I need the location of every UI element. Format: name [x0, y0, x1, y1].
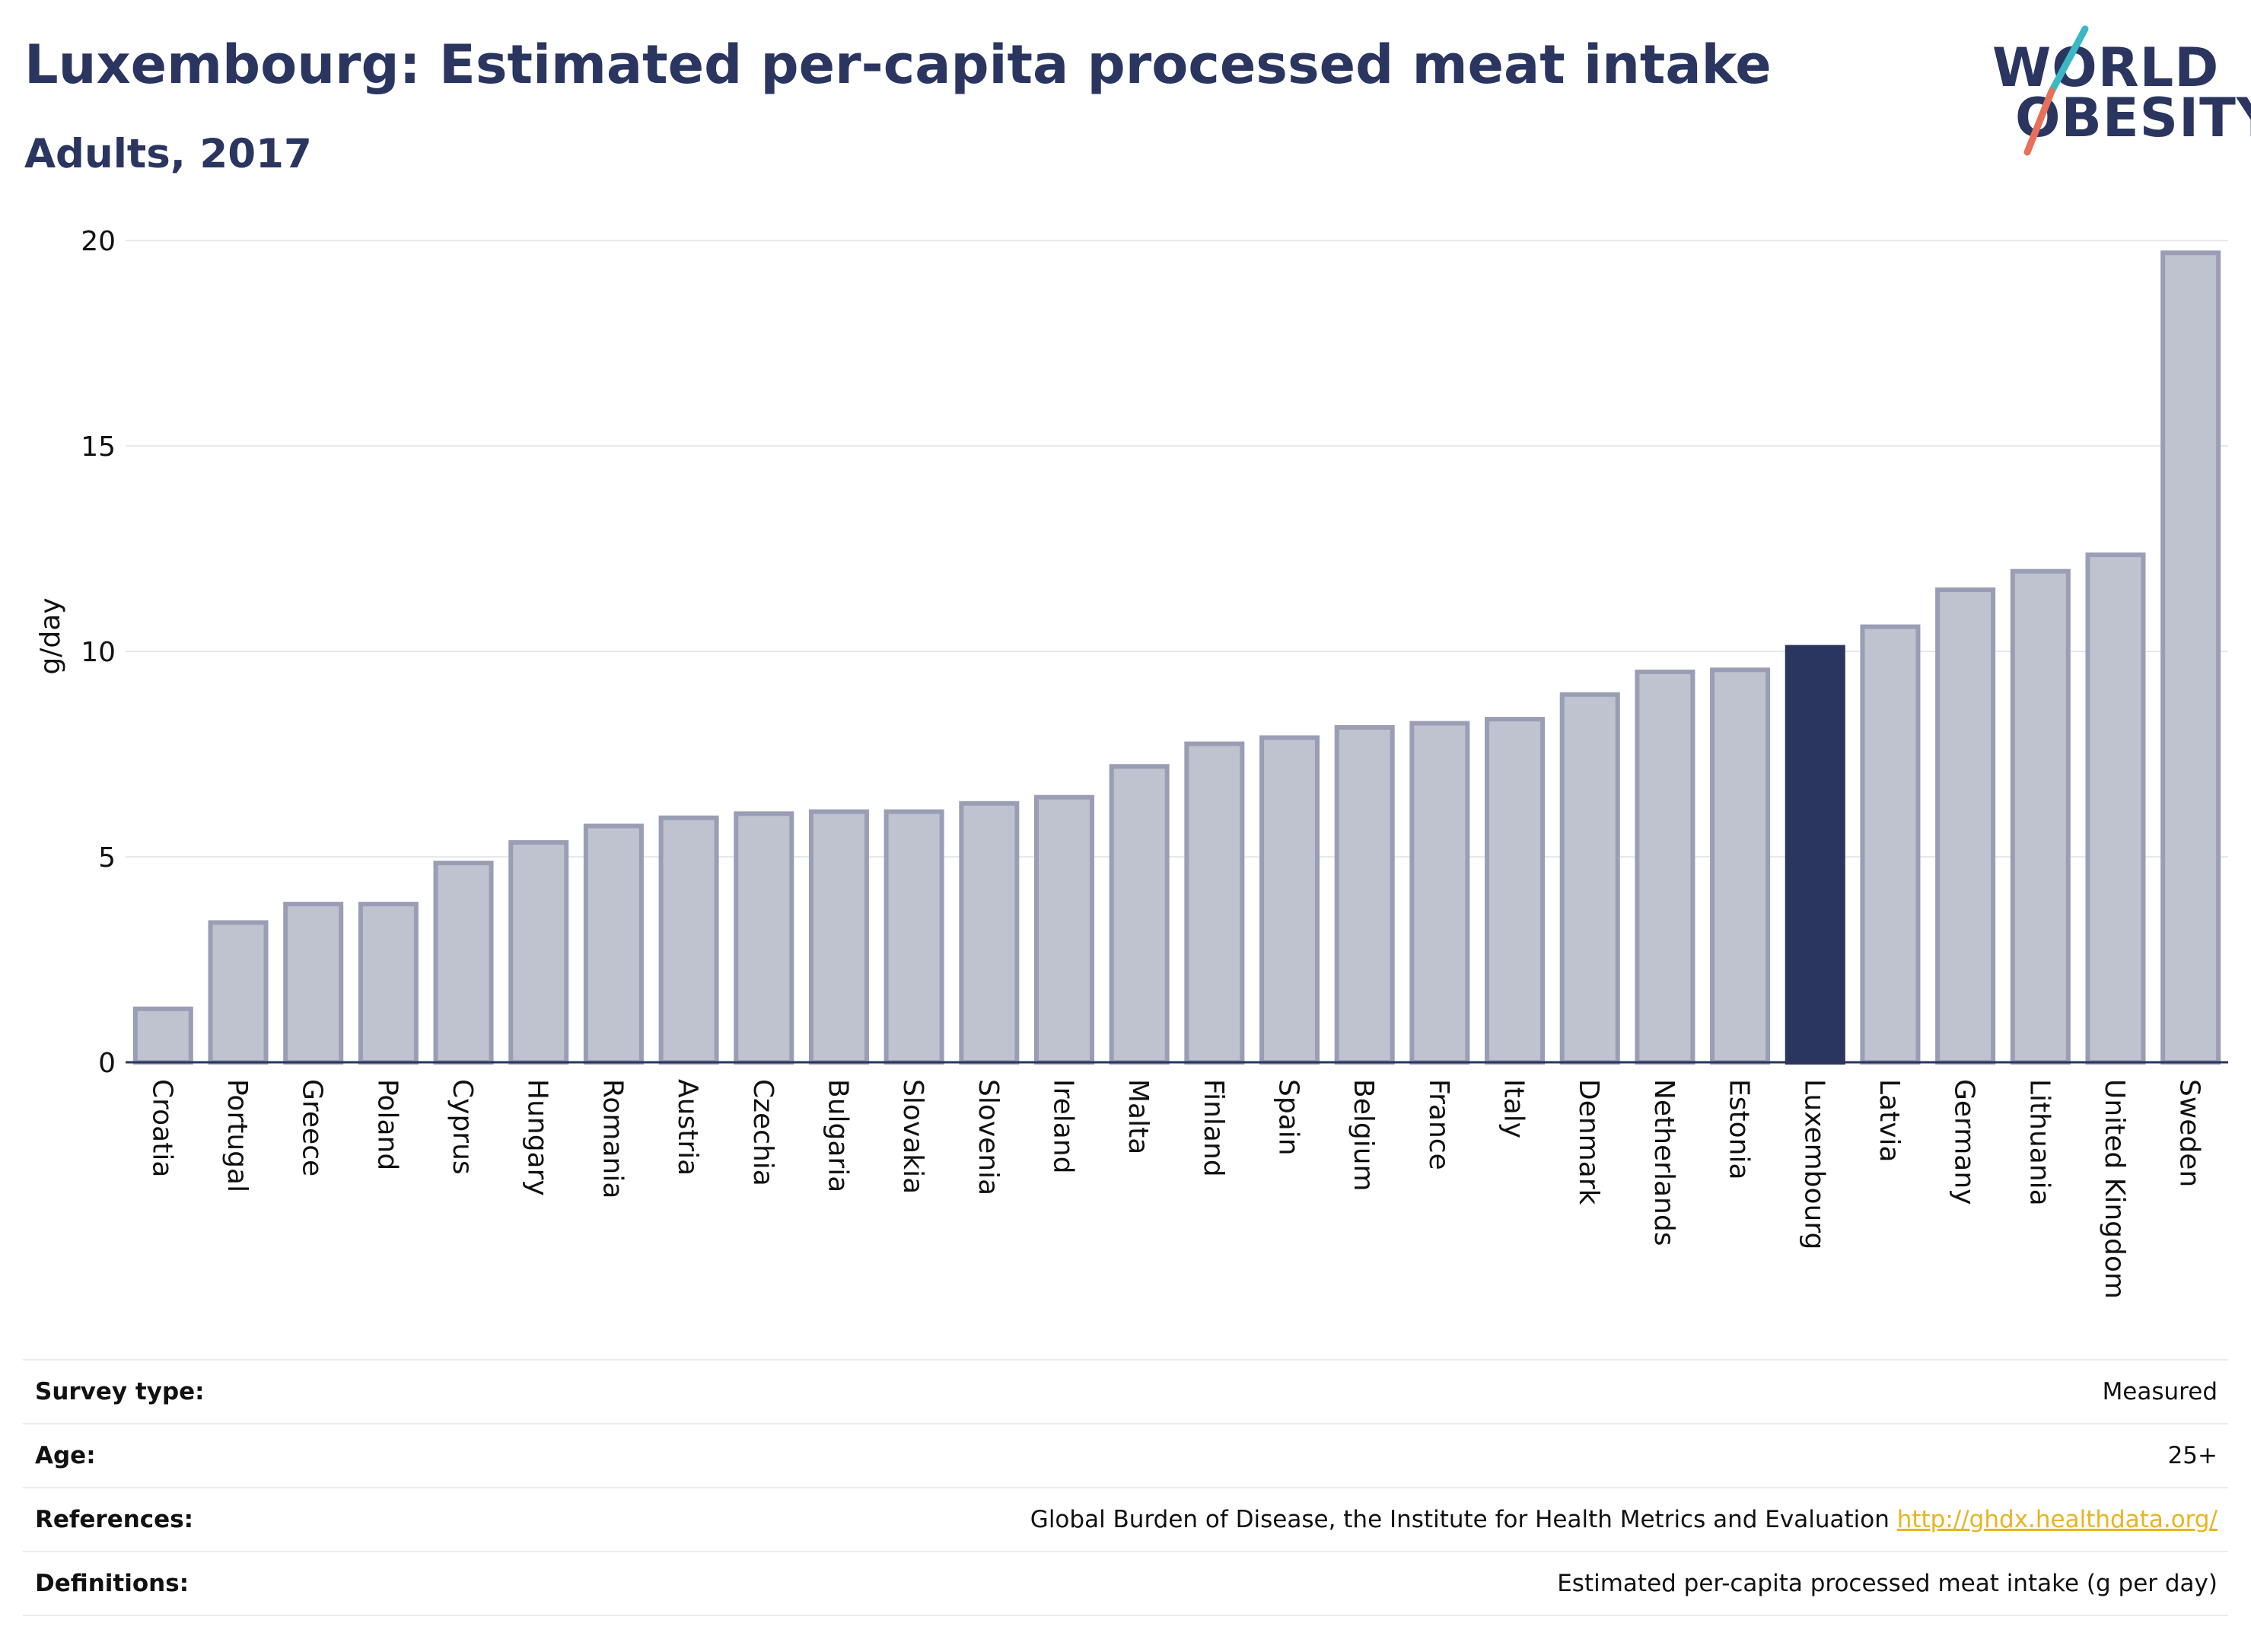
x-tick-label: Croatia — [146, 1079, 177, 1177]
x-tick-label: Netherlands — [1648, 1079, 1679, 1246]
x-tick-label: Cyprus — [447, 1079, 478, 1175]
bar — [1409, 721, 1470, 1065]
bar — [884, 809, 944, 1065]
x-tick-label: Italy — [1498, 1079, 1530, 1138]
bar — [208, 920, 269, 1065]
y-tick-label: 10 — [81, 637, 116, 668]
logo-text-line2: OBESITY — [2015, 87, 2251, 149]
info-label: Definitions: — [35, 1570, 189, 1597]
bar — [1710, 667, 1771, 1065]
chart-title: Luxembourg: Estimated per-capita process… — [24, 33, 1772, 96]
info-row-references: References: Global Burden of Disease, th… — [23, 1488, 2228, 1552]
x-tick-label: Finland — [1198, 1079, 1229, 1177]
info-table: Survey type: Measured Age: 25+ Reference… — [23, 1359, 2228, 1616]
bar — [1860, 624, 1921, 1065]
x-tick-label: Romania — [597, 1079, 628, 1198]
info-value: 25+ — [2167, 1442, 2218, 1469]
x-tick-label: United Kingdom — [2099, 1079, 2130, 1299]
x-tick-label: Slovakia — [897, 1079, 928, 1194]
bar — [1935, 587, 1996, 1065]
y-tick-labels: 0 5 10 15 20 — [81, 226, 116, 1079]
bar — [959, 801, 1020, 1065]
bar — [2085, 552, 2146, 1065]
x-tick-label: Lithuania — [2023, 1079, 2055, 1206]
world-obesity-logo: WORLD OBESITY — [1979, 23, 2251, 160]
references-text: Global Burden of Disease, the Institute … — [1030, 1506, 1890, 1533]
bar — [1334, 724, 1395, 1065]
x-tick-label: Sweden — [2174, 1079, 2205, 1187]
info-value: Measured — [2102, 1378, 2218, 1405]
logo-text-line1: WORLD — [1992, 37, 2220, 99]
bar — [583, 823, 644, 1065]
x-tick-label: Greece — [297, 1079, 328, 1176]
bar — [508, 840, 569, 1065]
y-tick-label: 5 — [98, 842, 116, 874]
x-tick-label: Bulgaria — [822, 1079, 853, 1192]
x-tick-label: Hungary — [522, 1079, 553, 1196]
x-tick-label: Spain — [1273, 1079, 1304, 1156]
bar — [132, 1006, 193, 1065]
x-tick-label: Latvia — [1874, 1079, 1905, 1163]
x-tick-label: Luxembourg — [1798, 1079, 1829, 1249]
bar — [1184, 741, 1245, 1065]
x-tick-label: Ireland — [1047, 1079, 1078, 1174]
bar — [358, 902, 419, 1065]
info-label: References: — [35, 1506, 194, 1533]
x-tick-label: Germany — [1949, 1079, 1980, 1205]
bar — [283, 902, 344, 1065]
x-tick-label: Malta — [1122, 1079, 1154, 1154]
info-row-age: Age: 25+ — [23, 1424, 2228, 1488]
y-tick-label: 20 — [81, 226, 116, 257]
x-tick-label: Slovenia — [973, 1079, 1004, 1195]
y-axis-label: g/day — [35, 597, 66, 674]
bar — [734, 811, 794, 1065]
bar — [1559, 692, 1620, 1065]
bar-chart: 0 5 10 15 20 Croatia Portugal Greece Poland Cypr… — [35, 226, 2228, 1299]
chart-subtitle: Adults, 2017 — [24, 131, 312, 177]
info-label: Survey type: — [35, 1378, 205, 1405]
x-tick-labels: Croatia Portugal Greece Poland Cyprus Hungary… — [146, 1079, 2205, 1299]
bar — [808, 809, 869, 1065]
bars — [132, 250, 2221, 1065]
x-tick-label: Denmark — [1573, 1079, 1604, 1205]
x-tick-label: Belgium — [1348, 1079, 1379, 1192]
info-value: Estimated per-capita processed meat inta… — [1557, 1570, 2218, 1597]
bar-highlighted — [1785, 645, 1845, 1065]
bar — [1485, 717, 1546, 1065]
y-tick-label: 0 — [98, 1048, 116, 1079]
x-tick-label: France — [1423, 1079, 1454, 1170]
x-tick-label: Poland — [371, 1079, 403, 1170]
bar — [2160, 250, 2221, 1065]
info-row-survey-type: Survey type: Measured — [23, 1361, 2228, 1424]
x-tick-label: Austria — [672, 1079, 703, 1176]
logo-slash-icon — [2023, 25, 2089, 156]
bar — [433, 861, 494, 1065]
x-tick-label: Estonia — [1724, 1079, 1755, 1180]
bar — [1259, 735, 1320, 1065]
bar — [658, 815, 719, 1065]
references-link[interactable]: http://ghdx.healthdata.org/ — [1896, 1506, 2218, 1533]
info-value-references: Global Burden of Disease, the Institute … — [1030, 1506, 2218, 1533]
bar — [1109, 764, 1170, 1065]
y-tick-label: 15 — [81, 431, 116, 463]
bar — [1635, 670, 1695, 1065]
x-tick-label: Czechia — [747, 1079, 778, 1186]
info-row-definitions: Definitions: Estimated per-capita proces… — [23, 1552, 2228, 1616]
x-tick-label: Portugal — [221, 1079, 253, 1192]
bar — [2010, 568, 2071, 1065]
bar — [1033, 794, 1094, 1065]
info-label: Age: — [35, 1442, 96, 1469]
